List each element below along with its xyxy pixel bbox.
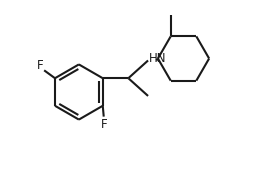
Text: HN: HN [149, 52, 167, 65]
Text: F: F [101, 118, 107, 131]
Text: F: F [37, 59, 44, 72]
